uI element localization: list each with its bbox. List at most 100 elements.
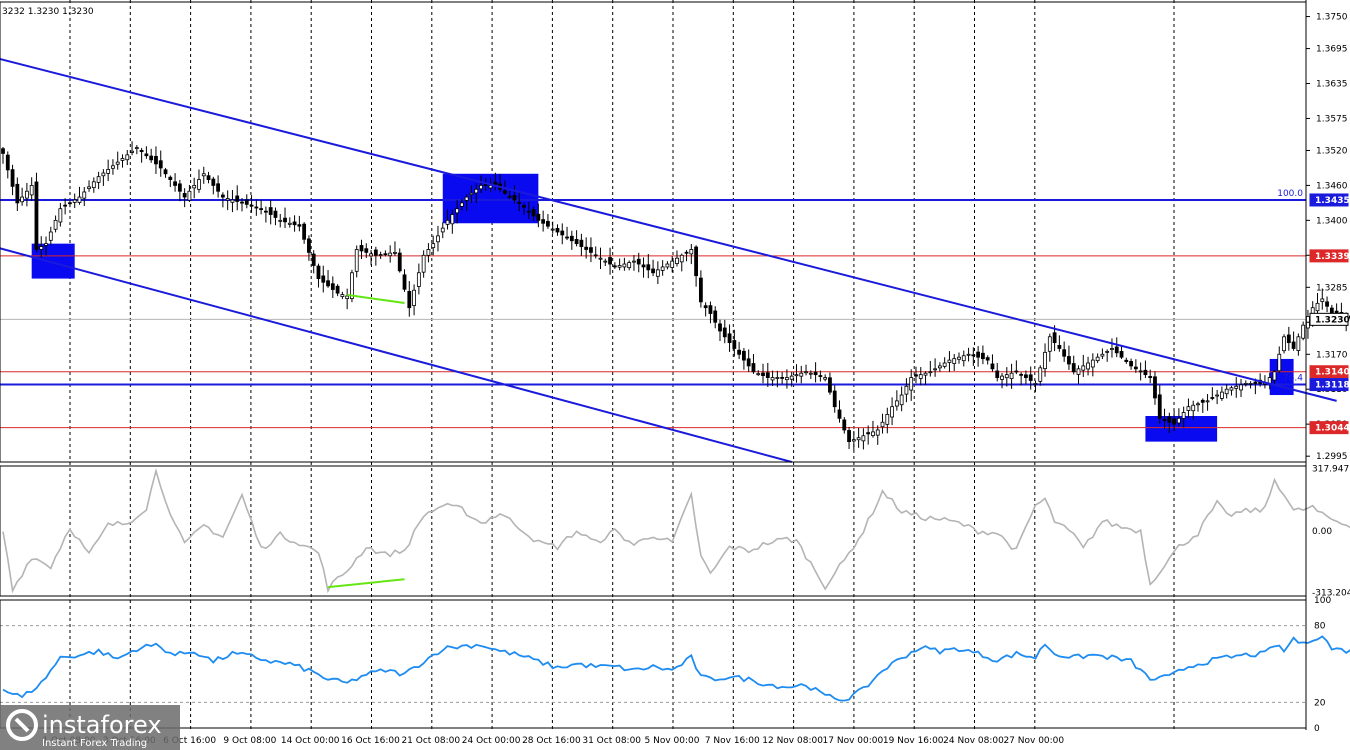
candle-body bbox=[550, 228, 555, 231]
candle-body bbox=[1272, 371, 1277, 381]
candle-body bbox=[579, 239, 584, 247]
candle-body bbox=[1282, 336, 1286, 352]
candle-body bbox=[541, 219, 546, 224]
candle-body bbox=[244, 199, 249, 205]
cci-tick-label: -313.204 bbox=[1312, 589, 1350, 599]
candle-body bbox=[574, 239, 579, 245]
price-badge bbox=[1309, 249, 1349, 263]
candle-body bbox=[1210, 397, 1215, 399]
candle-body bbox=[1186, 406, 1191, 411]
candle-body bbox=[1220, 391, 1224, 399]
candle-body bbox=[1100, 353, 1105, 357]
candle-body bbox=[292, 221, 297, 226]
price-tick-label: 1.3520 bbox=[1316, 146, 1348, 156]
candle-body bbox=[1057, 345, 1062, 349]
candle-body bbox=[163, 169, 168, 175]
candle-body bbox=[1329, 307, 1334, 314]
time-tick-label: 7 Nov 16:00 bbox=[705, 736, 760, 746]
candle-body bbox=[1033, 382, 1038, 385]
candle-body bbox=[1315, 302, 1320, 312]
candle-body bbox=[44, 243, 48, 246]
candle-body bbox=[225, 198, 230, 201]
candle-body bbox=[675, 257, 679, 264]
candle-body bbox=[335, 285, 340, 294]
candle-body bbox=[115, 161, 120, 165]
time-tick-label: 9 Oct 08:00 bbox=[223, 736, 276, 746]
candle-body bbox=[321, 275, 326, 283]
candle-body bbox=[1239, 384, 1243, 391]
candle-body bbox=[990, 363, 995, 370]
candle-body bbox=[871, 431, 875, 436]
candle-body bbox=[388, 252, 393, 257]
candle-body bbox=[894, 400, 899, 407]
fibonacci-label: 76.4 bbox=[1283, 374, 1303, 384]
candle-body bbox=[966, 353, 971, 356]
candle-body bbox=[111, 165, 115, 169]
candle-body bbox=[732, 340, 737, 349]
candle-body bbox=[82, 191, 87, 199]
price-badge bbox=[1309, 421, 1349, 435]
time-tick-label: 21 Oct 08:00 bbox=[401, 736, 460, 746]
candle-body bbox=[440, 227, 445, 233]
candle-body bbox=[1205, 400, 1210, 403]
candle-body bbox=[823, 377, 828, 380]
candle-body bbox=[875, 429, 880, 436]
candle-body bbox=[813, 371, 818, 376]
candle-body bbox=[742, 350, 746, 361]
candle-body bbox=[220, 194, 225, 198]
candle-body bbox=[780, 377, 785, 379]
candle-body bbox=[326, 280, 330, 287]
candle-body bbox=[928, 371, 933, 374]
candle-body bbox=[1229, 387, 1234, 391]
candle-body bbox=[617, 265, 622, 268]
candle-body bbox=[130, 150, 134, 153]
price-panel-frame bbox=[0, 1, 1307, 463]
candle-body bbox=[612, 265, 617, 268]
candle-body bbox=[469, 192, 474, 196]
candle-body bbox=[63, 204, 68, 207]
candle-body bbox=[698, 277, 703, 303]
candle-body bbox=[856, 437, 861, 441]
candle-body bbox=[765, 372, 770, 378]
candle-body bbox=[378, 254, 383, 256]
candle-body bbox=[1200, 399, 1205, 403]
price-tick-label: 1.3285 bbox=[1316, 283, 1348, 293]
candle-body bbox=[1119, 350, 1124, 358]
candle-body bbox=[1181, 412, 1186, 419]
candle-body bbox=[1133, 366, 1138, 370]
candle-body bbox=[383, 253, 388, 256]
time-tick-label: 14 Oct 00:00 bbox=[281, 736, 340, 746]
candle-body bbox=[646, 264, 651, 271]
candle-body bbox=[459, 202, 464, 207]
candle-body bbox=[177, 183, 182, 192]
candle-body bbox=[799, 372, 804, 377]
candle-body bbox=[1176, 417, 1181, 424]
candle-body bbox=[330, 283, 335, 290]
candle-body bbox=[149, 155, 154, 161]
candle-body bbox=[837, 409, 842, 419]
candle-body bbox=[1148, 376, 1153, 378]
candle-body bbox=[679, 254, 684, 263]
price-badge-label: 1.3044 bbox=[1315, 424, 1350, 434]
logo-brand: instaforex bbox=[42, 711, 162, 739]
candle-body bbox=[58, 208, 63, 223]
candle-body bbox=[350, 272, 354, 299]
divergence-cci-line bbox=[327, 578, 405, 589]
candle-body bbox=[957, 356, 961, 360]
candle-body bbox=[354, 249, 359, 272]
candle-body bbox=[1162, 419, 1167, 421]
candle-body bbox=[589, 247, 593, 253]
candle-body bbox=[182, 192, 187, 198]
candle-body bbox=[106, 169, 111, 174]
candle-body bbox=[168, 176, 173, 180]
candle-body bbox=[608, 257, 612, 265]
candle-body bbox=[775, 377, 780, 379]
candle-body bbox=[1167, 416, 1172, 423]
candle-body bbox=[632, 260, 636, 263]
candle-body bbox=[91, 181, 96, 189]
cci-panel bbox=[2, 467, 1350, 594]
candle-body bbox=[287, 222, 292, 225]
candle-body bbox=[670, 260, 675, 268]
candle-body bbox=[1105, 350, 1110, 353]
